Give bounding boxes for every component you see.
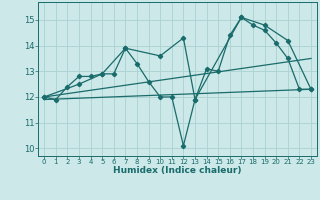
- X-axis label: Humidex (Indice chaleur): Humidex (Indice chaleur): [113, 166, 242, 175]
